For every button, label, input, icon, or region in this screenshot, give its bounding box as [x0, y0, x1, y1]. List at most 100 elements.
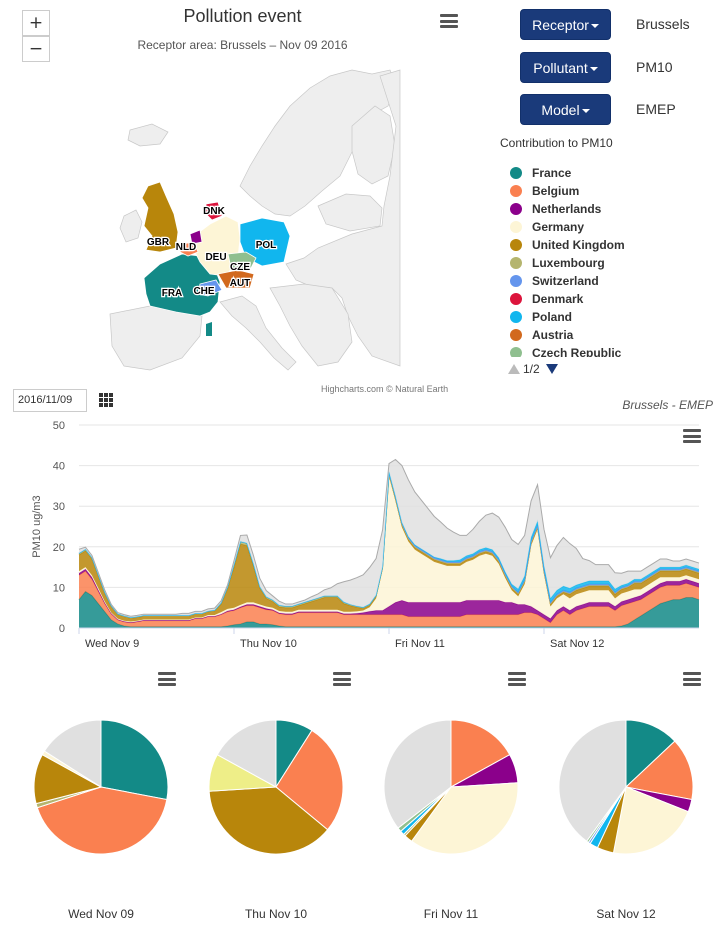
- legend-dot: [510, 239, 522, 251]
- map-label-cze: CZE: [230, 262, 250, 273]
- map-country-CHE: [197, 279, 223, 297]
- legend-item[interactable]: Switzerland: [508, 272, 718, 290]
- legend-label: Switzerland: [532, 274, 599, 288]
- europe-map[interactable]: GBR FRA DEU POL CZE AUT CHE NLD DNK: [90, 66, 490, 386]
- legend-item[interactable]: United Kingdom: [508, 236, 718, 254]
- pie-slice-belgium[interactable]: [624, 740, 694, 801]
- map-label-deu: DEU: [205, 252, 226, 263]
- map-label-nld: NLD: [176, 242, 197, 253]
- x-tick-label: Sat Nov 12: [550, 638, 604, 650]
- date-input[interactable]: 2016/11/09: [13, 389, 87, 412]
- map-country-CZE: [227, 251, 257, 273]
- scandinavia: [239, 69, 397, 217]
- legend-dot: [510, 275, 522, 287]
- area-chart-menu-icon[interactable]: [683, 429, 701, 443]
- pollutant-value: PM10: [636, 59, 673, 75]
- legend-next-icon[interactable]: [545, 364, 558, 374]
- y-tick-label: 30: [53, 501, 65, 513]
- pie-slice-other[interactable]: [43, 719, 102, 788]
- legend-item[interactable]: Netherlands: [508, 200, 718, 218]
- pie-slice-belgium[interactable]: [450, 719, 511, 788]
- legend-label: Luxembourg: [532, 256, 605, 270]
- map-subtitle: Receptor area: Brussels – Nov 09 2016: [137, 38, 348, 52]
- zoom-in-button[interactable]: +: [22, 10, 50, 36]
- map-landmass: [109, 69, 401, 371]
- pie-slice-france[interactable]: [100, 719, 169, 801]
- pie-chart-2: [208, 719, 344, 855]
- pollutant-dropdown-button[interactable]: Pollutant: [520, 52, 611, 83]
- x-tick-label: Fri Nov 11: [395, 638, 445, 650]
- pie-chart-1: [33, 719, 169, 855]
- pie-slice-belgium[interactable]: [36, 786, 168, 855]
- legend-label: Czech Republic: [532, 346, 622, 357]
- legend-item[interactable]: Poland: [508, 308, 718, 326]
- pie-slice-other[interactable]: [216, 719, 277, 788]
- x-tick-label: Wed Nov 9: [85, 638, 139, 650]
- pie-4-label: Sat Nov 12: [596, 907, 656, 921]
- pie-3-menu-icon[interactable]: [508, 672, 526, 686]
- map-credits[interactable]: Highcharts.com © Natural Earth: [321, 384, 449, 394]
- legend-item[interactable]: Denmark: [508, 290, 718, 308]
- legend-label: Netherlands: [532, 202, 602, 216]
- model-value: EMEP: [636, 101, 676, 117]
- caret-down-icon: [590, 24, 599, 29]
- pie-slice-other[interactable]: [383, 719, 452, 829]
- legend-label: Austria: [532, 328, 574, 342]
- pie-4-menu-icon[interactable]: [683, 672, 701, 686]
- area-series-belgium[interactable]: [79, 571, 699, 627]
- x-tick-label: Thu Nov 10: [240, 638, 297, 650]
- caret-down-icon: [581, 109, 590, 114]
- legend-dot: [510, 329, 522, 341]
- pie-slice-united-kingdom[interactable]: [208, 786, 329, 855]
- pie-1-label: Wed Nov 09: [68, 907, 134, 921]
- y-axis-label: PM10 ug/m3: [31, 495, 43, 557]
- legend-item[interactable]: Austria: [508, 326, 718, 344]
- map-label-pol: POL: [256, 240, 277, 251]
- pie-slice-germany[interactable]: [612, 786, 689, 855]
- receptor-dropdown-button[interactable]: Receptor: [520, 9, 611, 40]
- model-dropdown-button[interactable]: Model: [520, 94, 611, 125]
- zoom-out-button[interactable]: −: [22, 36, 50, 62]
- pie-2-label: Thu Nov 10: [244, 907, 308, 921]
- map-label-che: CHE: [193, 286, 214, 297]
- map-label-dnk: DNK: [203, 206, 225, 217]
- legend-dot: [510, 347, 522, 357]
- legend-dot: [510, 257, 522, 269]
- receptor-value: Brussels: [636, 16, 690, 32]
- map-country-AUT: [217, 269, 255, 289]
- pie-slice-belgium[interactable]: [275, 729, 344, 831]
- pie-slice-other[interactable]: [558, 719, 627, 842]
- pie-slice-france[interactable]: [625, 719, 676, 789]
- area-series-united-kingdom[interactable]: [79, 474, 699, 622]
- calendar-grid-icon[interactable]: [99, 393, 113, 407]
- pie-1-menu-icon[interactable]: [158, 672, 176, 686]
- legend-item[interactable]: Belgium: [508, 182, 718, 200]
- iceland: [127, 123, 169, 147]
- legend-dot: [510, 167, 522, 179]
- area-series-germany[interactable]: [79, 476, 699, 623]
- italy: [219, 295, 297, 371]
- legend-dot: [510, 185, 522, 197]
- area-series-netherlands[interactable]: [79, 569, 699, 623]
- legend-item[interactable]: France: [508, 164, 718, 182]
- legend-label: France: [532, 166, 572, 180]
- map-menu-icon[interactable]: [440, 14, 458, 28]
- legend-item[interactable]: Czech Republic: [508, 344, 718, 357]
- legend-item[interactable]: Germany: [508, 218, 718, 236]
- legend-prev-icon[interactable]: [508, 364, 520, 374]
- map-title: Pollution event: [183, 6, 302, 26]
- map-country-DNK: [205, 201, 223, 221]
- legend-item[interactable]: Luxembourg: [508, 254, 718, 272]
- pie-slice-germany[interactable]: [410, 782, 519, 855]
- legend-label: Denmark: [532, 292, 584, 306]
- legend-pager: 1/2: [508, 362, 558, 376]
- legend-dot: [510, 203, 522, 215]
- map-country-NLD: [189, 229, 203, 245]
- pie-charts: [33, 719, 694, 855]
- map-country-POL: [239, 217, 291, 267]
- y-tick-label: 40: [53, 461, 65, 473]
- y-tick-label: 0: [59, 623, 65, 635]
- y-tick-label: 20: [53, 542, 65, 554]
- pie-2-menu-icon[interactable]: [333, 672, 351, 686]
- area-series-france[interactable]: [79, 591, 699, 628]
